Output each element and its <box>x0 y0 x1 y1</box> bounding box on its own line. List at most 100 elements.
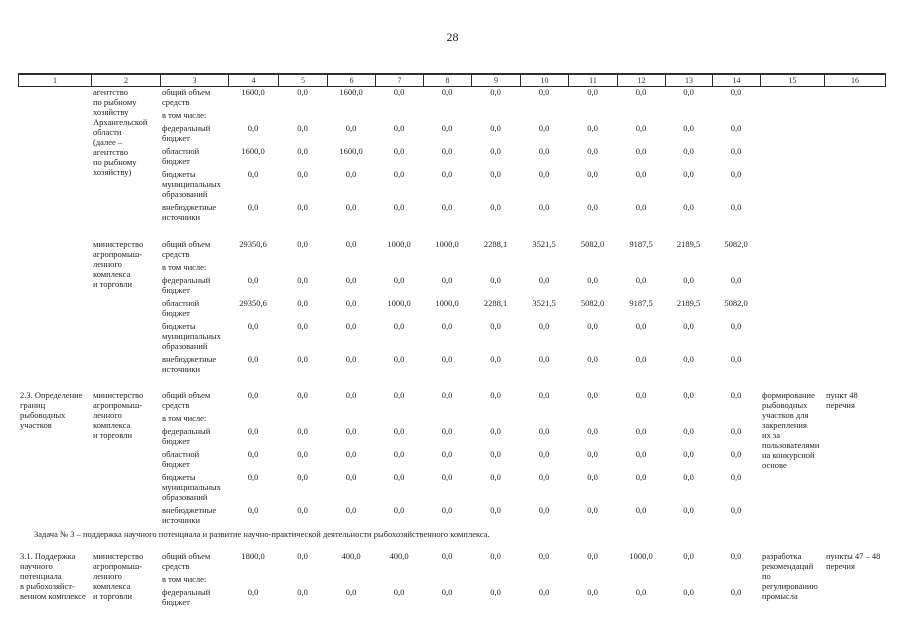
table-header-row: 1 2 3 4 5 6 7 8 9 10 11 12 13 14 15 16 <box>18 73 886 87</box>
value-cell: 0,0 <box>538 426 550 436</box>
value-cell: 0,0 <box>441 354 453 364</box>
value-cell: 0,0 <box>490 146 501 156</box>
value-cell: 0,0 <box>587 354 598 364</box>
column-number-2: 2 <box>92 75 161 86</box>
cell-item-number <box>18 239 91 374</box>
cell-executor: министерство агропромыш- ленного комплек… <box>93 239 144 289</box>
value-cell: 3521,5 <box>532 298 556 308</box>
value-cell: 0,0 <box>247 123 259 133</box>
value-cell: 0,0 <box>297 472 308 482</box>
value-cell: 0,0 <box>490 505 501 515</box>
value-cell: 0,0 <box>683 321 694 331</box>
value-cell: 0,0 <box>345 298 357 308</box>
table-block-ministry-agro: министерство агропромыш- ленного комплек… <box>18 239 884 374</box>
value-cell: 0,0 <box>441 202 453 212</box>
value-cell: 0,0 <box>247 587 259 597</box>
value-cell: 0,0 <box>297 354 308 364</box>
column-number-8: 8 <box>424 75 472 86</box>
value-cell: 0,0 <box>393 390 405 400</box>
budget-row-label: в том числе: <box>162 110 207 120</box>
value-cell: 0,0 <box>730 505 742 515</box>
table-block-item-3-1: 3.1. Поддержка научного потенциала в рыб… <box>18 551 884 607</box>
budget-row-label: в том числе: <box>162 413 207 423</box>
value-cell: 2288,1 <box>483 298 508 308</box>
value-cell: 0,0 <box>587 426 598 436</box>
cell-executor: министерство агропромыш- ленного комплек… <box>93 390 144 440</box>
value-cell: 1600,0 <box>241 146 265 156</box>
value-cell: 0,0 <box>441 87 453 97</box>
value-cell: 0,0 <box>730 472 742 482</box>
value-cell: 0,0 <box>345 354 357 364</box>
value-cell: 0,0 <box>683 87 694 97</box>
value-cell: 0,0 <box>393 321 405 331</box>
value-cell: 0,0 <box>441 321 453 331</box>
value-cell: 0,0 <box>683 449 694 459</box>
value-cell: 1600,0 <box>339 146 363 156</box>
column-number-13: 13 <box>666 75 713 86</box>
value-cell: 0,0 <box>490 275 501 285</box>
value-cell: 0,0 <box>441 505 453 515</box>
value-cell: 0,0 <box>635 354 647 364</box>
column-number-11: 11 <box>569 75 618 86</box>
value-cell: 0,0 <box>247 321 259 331</box>
cell-executor: министерство агропромыш- ленного комплек… <box>93 551 144 601</box>
value-cell: 0,0 <box>587 146 598 156</box>
value-cell: 0,0 <box>441 449 453 459</box>
value-cell: 0,0 <box>587 87 598 97</box>
column-number-7: 7 <box>376 75 424 86</box>
value-cell: 0,0 <box>441 275 453 285</box>
value-cell: 0,0 <box>297 551 308 561</box>
budget-row-label: внебюджетные источники <box>162 354 217 374</box>
value-cell: 0,0 <box>683 146 694 156</box>
column-number-12: 12 <box>618 75 666 86</box>
value-cell: 0,0 <box>441 169 453 179</box>
value-cell: 1600,0 <box>339 87 363 97</box>
value-cell: 0,0 <box>538 321 550 331</box>
value-cell: 0,0 <box>683 505 694 515</box>
value-cell: 0,0 <box>635 587 647 597</box>
value-cell: 0,0 <box>297 298 308 308</box>
budget-row-label: областной бюджет <box>162 298 200 318</box>
value-cell: 1000,0 <box>435 239 459 249</box>
value-cell: 0,0 <box>587 551 598 561</box>
value-cell: 0,0 <box>635 449 647 459</box>
cell-expected-result: формирование рыбоводных участков для зак… <box>762 390 820 470</box>
value-cell: 0,0 <box>587 472 598 482</box>
value-cell: 0,0 <box>635 123 647 133</box>
value-cell: 0,0 <box>393 123 405 133</box>
value-cell: 3521,5 <box>532 239 556 249</box>
cell-reference: пункты 47 – 48 перечня <box>826 551 881 571</box>
value-cell: 0,0 <box>587 587 598 597</box>
value-cell: 0,0 <box>345 472 357 482</box>
task-heading: Задача № 3 – поддержка научного потенциа… <box>34 529 490 539</box>
budget-row-label: бюджеты муниципальных образований <box>162 472 221 502</box>
value-cell: 0,0 <box>538 169 550 179</box>
value-cell: 0,0 <box>538 146 550 156</box>
column-number-14: 14 <box>713 75 761 86</box>
value-cell: 0,0 <box>730 390 742 400</box>
value-cell: 0,0 <box>393 426 405 436</box>
value-cell: 0,0 <box>490 321 501 331</box>
column-number-10: 10 <box>521 75 569 86</box>
value-cell: 0,0 <box>490 202 501 212</box>
value-cell: 0,0 <box>635 505 647 515</box>
value-cell: 1800,0 <box>241 551 265 561</box>
column-number-1: 1 <box>19 75 92 86</box>
value-cell: 0,0 <box>635 202 647 212</box>
column-number-3: 3 <box>161 75 229 86</box>
value-cell: 5082,0 <box>724 298 748 308</box>
value-cell: 0,0 <box>730 146 742 156</box>
budget-row-label: общий объем средств <box>162 87 211 107</box>
column-number-4: 4 <box>229 75 279 86</box>
value-cell: 0,0 <box>490 587 501 597</box>
value-cell: 1000,0 <box>387 298 411 308</box>
budget-row-label: общий объем средств <box>162 239 211 259</box>
value-cell: 0,0 <box>393 146 405 156</box>
budget-row-label: внебюджетные источники <box>162 202 217 222</box>
value-cell: 0,0 <box>490 123 501 133</box>
value-cell: 0,0 <box>297 449 308 459</box>
value-cell: 0,0 <box>683 551 694 561</box>
value-cell: 0,0 <box>297 426 308 436</box>
value-cell: 0,0 <box>538 551 550 561</box>
value-cell: 0,0 <box>297 390 308 400</box>
